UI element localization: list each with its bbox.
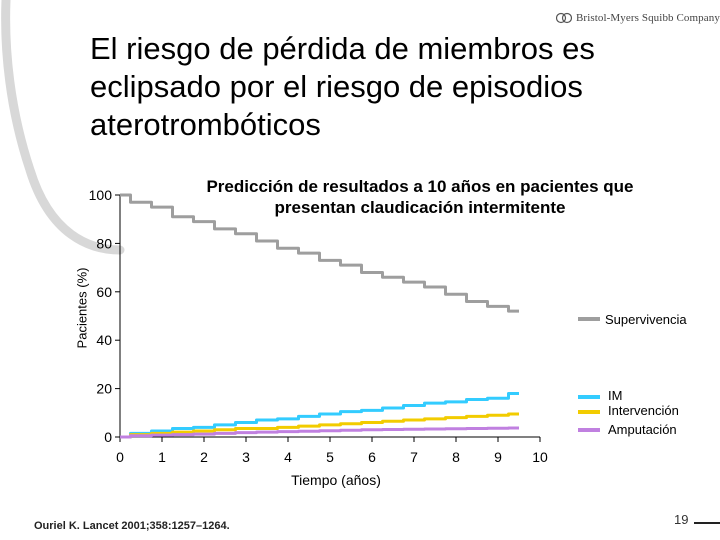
x-tick-label: 6	[368, 449, 376, 465]
footer-divider	[694, 522, 720, 524]
series-line-3	[120, 426, 519, 439]
y-tick-label: 60	[96, 284, 112, 300]
y-tick-label: 100	[89, 187, 113, 203]
bms-logo-icon	[556, 12, 572, 24]
series-line-2	[120, 412, 519, 439]
page-number: 19	[674, 512, 689, 527]
legend-label-supervivencia: Supervivencia	[605, 312, 687, 327]
slide-title: El riesgo de pérdida de miembros es ecli…	[90, 31, 595, 142]
y-tick-label: 20	[96, 381, 112, 397]
x-tick-label: 9	[494, 449, 502, 465]
y-tick-label: 0	[104, 429, 112, 445]
legend-label-amputacion: Amputación	[608, 422, 677, 437]
legend-label-im: IM	[608, 388, 623, 403]
x-tick-label: 2	[200, 449, 208, 465]
y-axis-label: Pacientes (%)	[74, 267, 90, 349]
series-line-1	[120, 391, 519, 439]
series-line-0	[120, 193, 519, 313]
x-tick-label: 5	[326, 449, 334, 465]
y-tick-label: 40	[96, 332, 112, 348]
x-axis-label: Tiempo (años)	[291, 472, 381, 488]
x-tick-label: 7	[410, 449, 418, 465]
x-tick-label: 4	[284, 449, 292, 465]
y-tick-label: 80	[96, 235, 112, 251]
chart-title: Predicción de resultados a 10 años en pa…	[206, 177, 634, 217]
citation: Ouriel K. Lancet 2001;358:1257–1264.	[34, 520, 230, 532]
x-tick-label: 0	[116, 449, 124, 465]
company-logo: Bristol-Myers Squibb Company	[556, 11, 720, 25]
x-tick-label: 3	[242, 449, 250, 465]
x-tick-label: 10	[532, 449, 548, 465]
x-tick-label: 8	[452, 449, 460, 465]
x-tick-label: 1	[158, 449, 166, 465]
company-name: Bristol-Myers Squibb Company	[576, 12, 720, 24]
legend-label-intervencion: Intervención	[608, 403, 679, 418]
